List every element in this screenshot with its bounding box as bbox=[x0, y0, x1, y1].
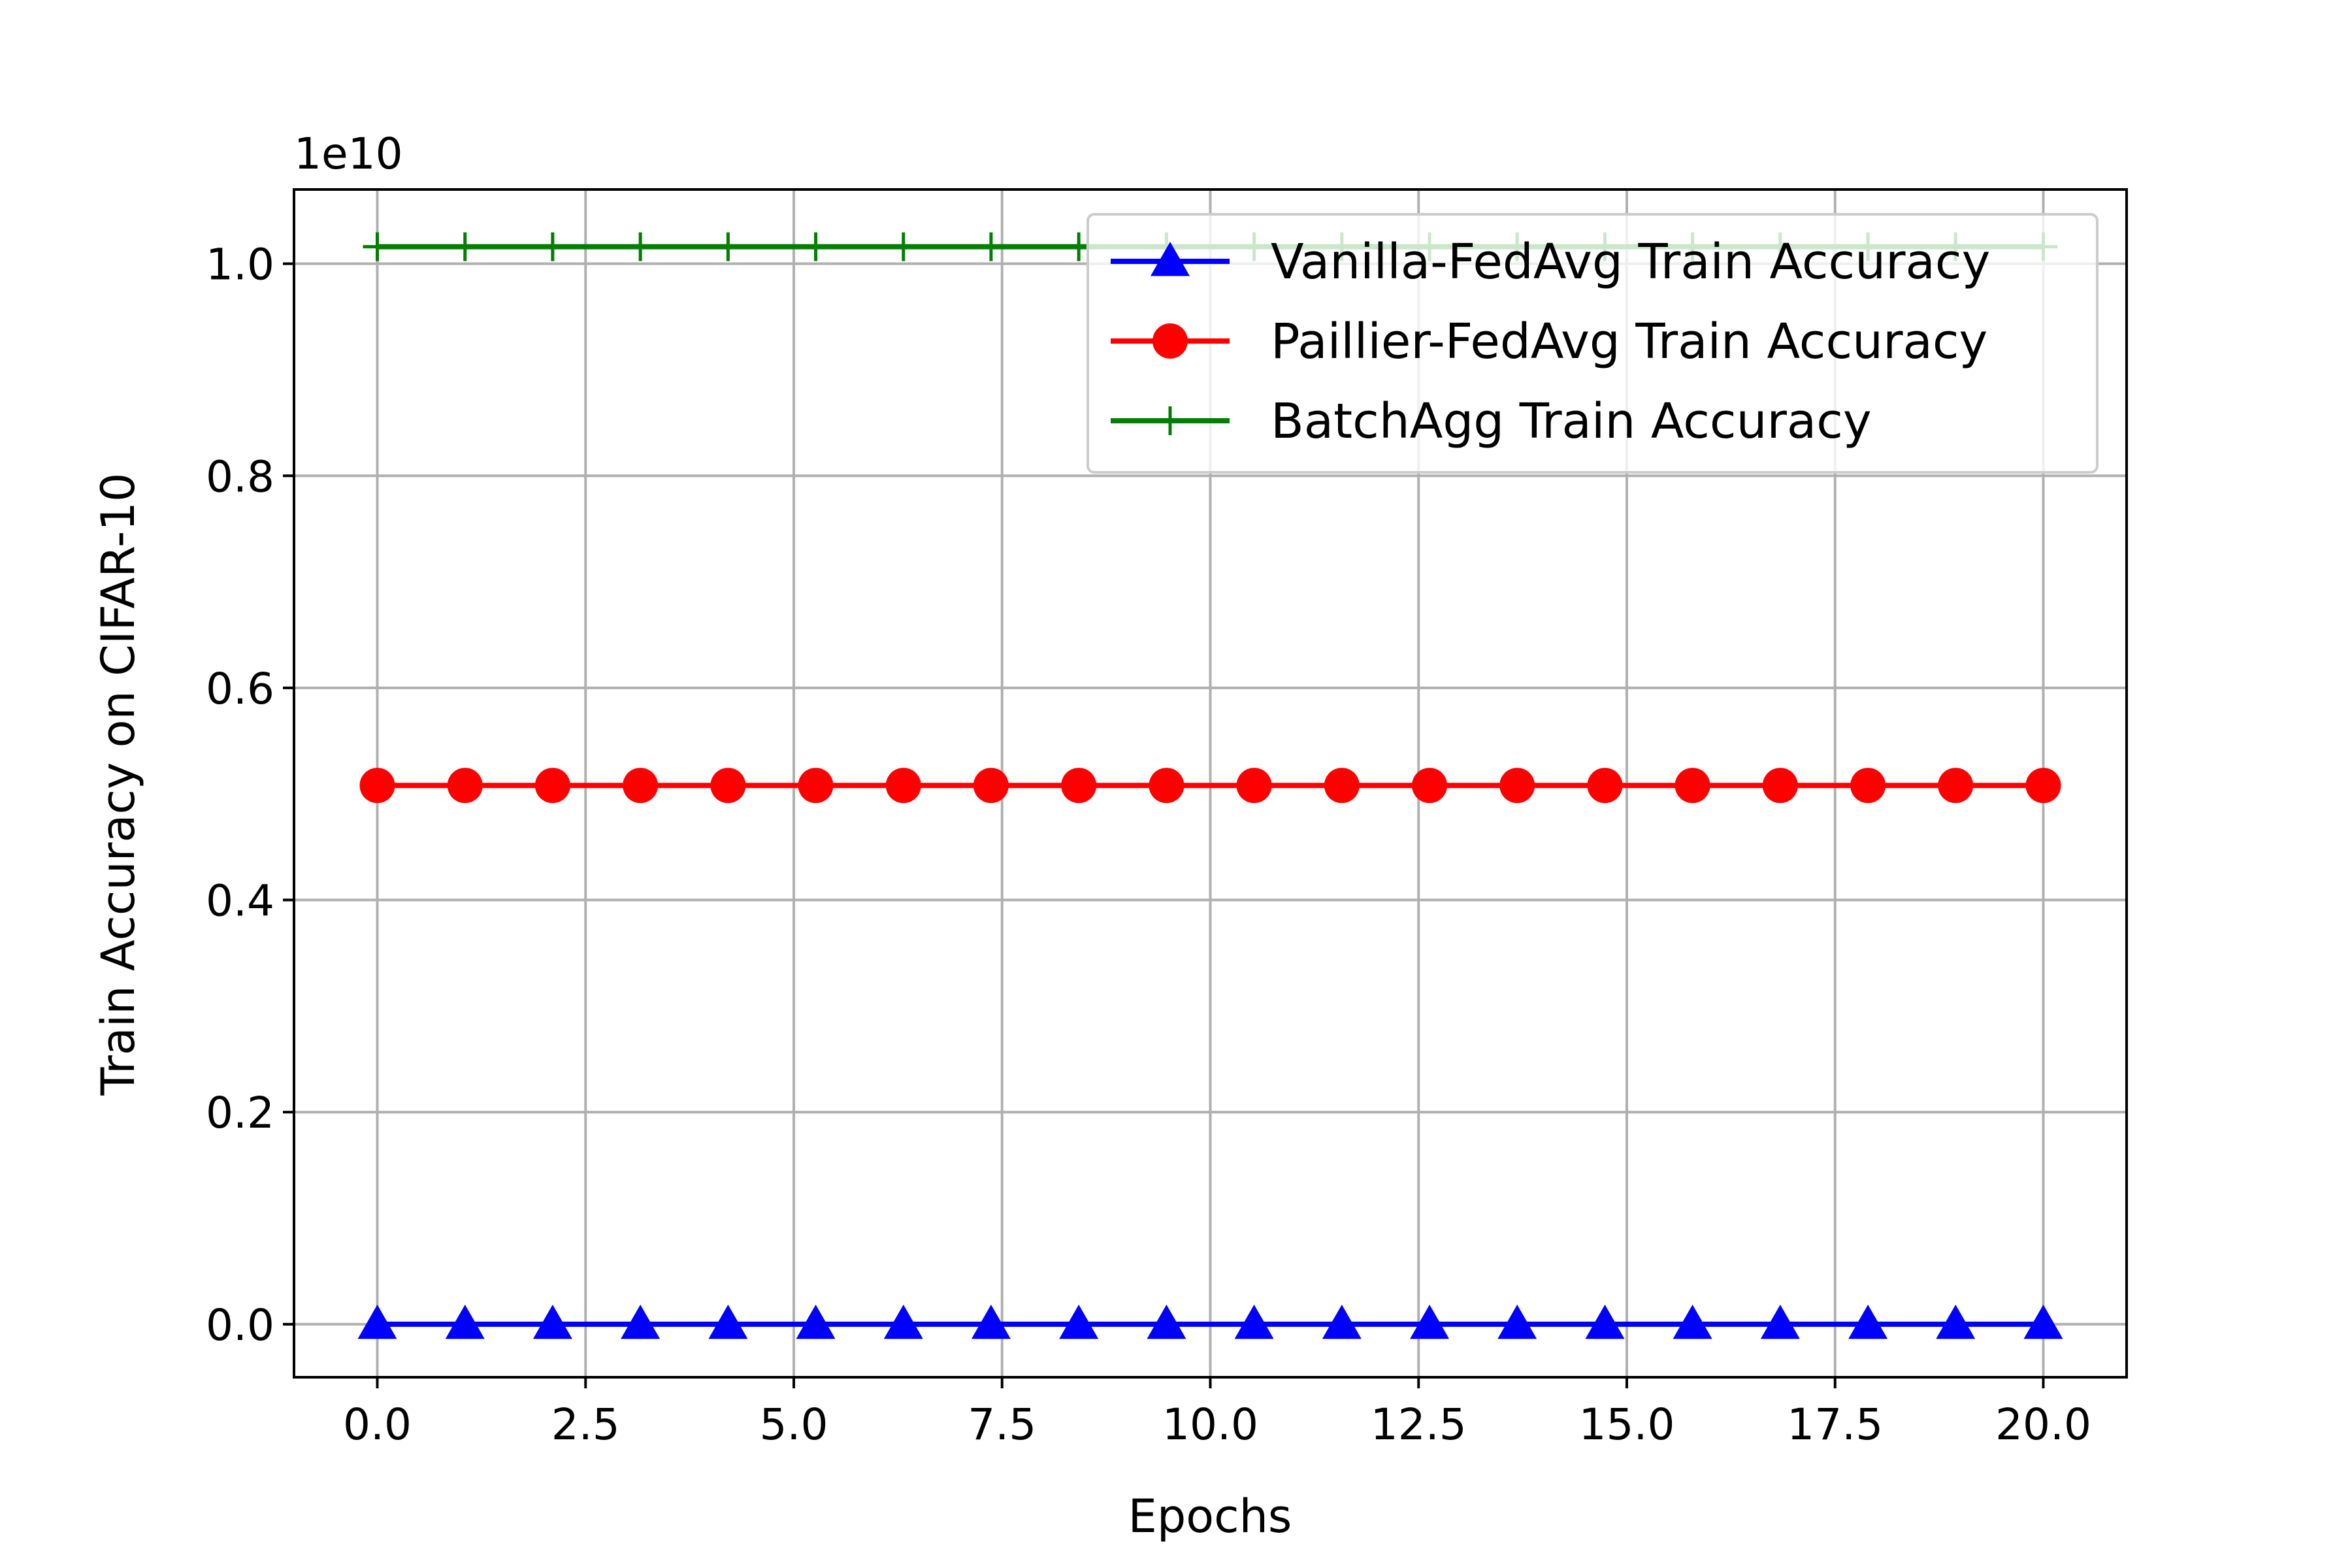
circle-marker bbox=[1324, 768, 1360, 804]
legend-item: Paillier-FedAvg Train Accuracy bbox=[1111, 314, 1987, 370]
y-tick-label: 0.6 bbox=[206, 664, 274, 714]
triangle-marker bbox=[1673, 1304, 1712, 1339]
triangle-marker bbox=[796, 1304, 836, 1339]
plus-marker bbox=[538, 232, 567, 261]
series-circle bbox=[359, 768, 2061, 804]
x-tick-label: 12.5 bbox=[1371, 1399, 1467, 1450]
plus-marker bbox=[713, 232, 743, 261]
circle-marker bbox=[798, 768, 834, 804]
circle-marker bbox=[534, 768, 570, 804]
x-tick-label: 7.5 bbox=[968, 1399, 1036, 1450]
plus-marker bbox=[976, 232, 1005, 261]
triangle-marker bbox=[357, 1304, 397, 1339]
x-tick-label: 0.0 bbox=[343, 1399, 412, 1450]
y-tick-label: 0.2 bbox=[206, 1088, 274, 1138]
circle-marker bbox=[1061, 768, 1097, 804]
legend-item: BatchAgg Train Accuracy bbox=[1111, 393, 1872, 449]
circle-marker bbox=[623, 768, 659, 804]
triangle-marker bbox=[1848, 1304, 1888, 1339]
circle-marker bbox=[1412, 768, 1448, 804]
triangle-marker bbox=[621, 1304, 661, 1339]
plus-marker bbox=[889, 232, 918, 261]
x-tick-label: 10.0 bbox=[1162, 1399, 1258, 1450]
triangle-marker bbox=[1760, 1304, 1800, 1339]
circle-marker bbox=[885, 768, 921, 804]
x-tick-label: 5.0 bbox=[760, 1399, 828, 1450]
circle-marker bbox=[1938, 768, 1974, 804]
plus-marker bbox=[801, 232, 830, 261]
legend-label: BatchAgg Train Accuracy bbox=[1271, 393, 1872, 449]
triangle-marker bbox=[1059, 1304, 1099, 1339]
circle-marker bbox=[2025, 768, 2061, 804]
x-tick-label: 2.5 bbox=[551, 1399, 620, 1450]
triangle-marker bbox=[445, 1304, 485, 1339]
circle-marker bbox=[710, 768, 746, 804]
circle-marker bbox=[359, 768, 395, 804]
x-tick-label: 17.5 bbox=[1787, 1399, 1883, 1450]
triangle-marker bbox=[1410, 1304, 1450, 1339]
triangle-marker bbox=[971, 1304, 1011, 1339]
ticks: 0.0 2.5 5.0 7.5 10.0 12.5 15.0 17.5 20.0 0.0 0.2 0.… bbox=[206, 240, 2091, 1450]
y-offset-label: 1e10 bbox=[294, 129, 403, 179]
circle-marker bbox=[1850, 768, 1886, 804]
triangle-marker bbox=[708, 1304, 748, 1339]
series-layer bbox=[357, 232, 2063, 1339]
legend-box bbox=[1086, 213, 2099, 474]
circle-marker bbox=[1152, 323, 1188, 359]
y-axis-label: Train Accuracy on CIFAR-10 bbox=[91, 473, 145, 1096]
y-tick-label: 0.4 bbox=[206, 876, 274, 926]
triangle-marker bbox=[883, 1304, 923, 1339]
y-tick-label: 1.0 bbox=[206, 240, 274, 290]
x-axis-label: Epochs bbox=[1128, 1490, 1292, 1543]
circle-marker bbox=[1236, 768, 1272, 804]
triangle-marker bbox=[1147, 1304, 1186, 1339]
legend-item: Vanilla-FedAvg Train Accuracy bbox=[1111, 234, 1990, 290]
triangle-marker bbox=[1322, 1304, 1362, 1339]
plus-marker bbox=[1156, 406, 1184, 435]
triangle-marker bbox=[1151, 242, 1190, 276]
triangle-marker bbox=[532, 1304, 572, 1339]
series-triangle bbox=[357, 1304, 2063, 1339]
x-tick-label: 20.0 bbox=[1995, 1399, 2091, 1450]
plus-marker bbox=[450, 232, 480, 261]
triangle-marker bbox=[1234, 1304, 1274, 1339]
plus-marker bbox=[363, 232, 392, 261]
y-tick-label: 0.8 bbox=[206, 451, 274, 502]
circle-marker bbox=[973, 768, 1009, 804]
circle-marker bbox=[1587, 768, 1623, 804]
circle-marker bbox=[1762, 768, 1798, 804]
legend: Vanilla-FedAvg Train Accuracy Paillier-Fe… bbox=[1086, 213, 2099, 474]
triangle-marker bbox=[1497, 1304, 1537, 1339]
circle-marker bbox=[447, 768, 483, 804]
triangle-marker bbox=[1585, 1304, 1625, 1339]
circle-marker bbox=[1149, 768, 1184, 804]
circle-marker bbox=[1674, 768, 1710, 804]
x-tick-label: 15.0 bbox=[1579, 1399, 1675, 1450]
legend-label: Paillier-FedAvg Train Accuracy bbox=[1271, 314, 1987, 370]
y-tick-label: 0.0 bbox=[206, 1300, 274, 1350]
circle-marker bbox=[1499, 768, 1535, 804]
triangle-marker bbox=[1936, 1304, 1976, 1339]
triangle-marker bbox=[2023, 1304, 2063, 1339]
plus-marker bbox=[626, 232, 655, 261]
legend-label: Vanilla-FedAvg Train Accuracy bbox=[1271, 234, 1990, 290]
